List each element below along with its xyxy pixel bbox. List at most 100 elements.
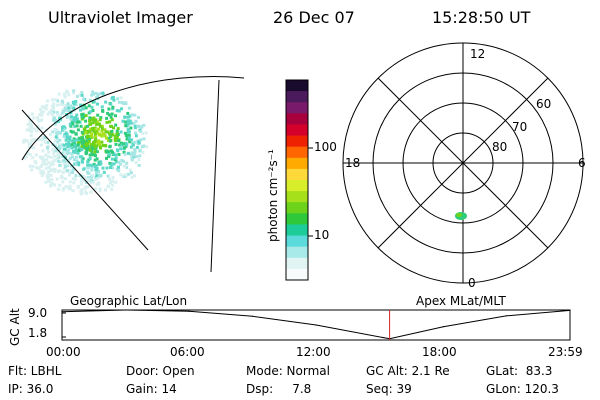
aurora-pixel	[142, 123, 146, 127]
aurora-pixel	[123, 173, 127, 177]
aurora-pixel	[86, 135, 90, 139]
aurora-pixel	[65, 103, 69, 107]
aurora-pixel	[98, 142, 102, 146]
aurora-pixel	[62, 127, 66, 131]
aurora-pixel	[105, 156, 108, 160]
aurora-pixel	[100, 105, 104, 109]
date-label: 26 Dec 07	[273, 8, 355, 27]
aurora-pixel	[86, 145, 90, 149]
aurora-pixel	[49, 168, 53, 172]
altitude-point	[188, 310, 190, 312]
aurora-pixel	[137, 158, 141, 162]
aurora-pixel	[81, 136, 85, 140]
aurora-pixel	[87, 140, 91, 143]
aurora-pixel	[80, 117, 84, 121]
aurora-pixel	[88, 153, 92, 157]
aurora-pixel	[72, 106, 76, 110]
aurora-pixel	[139, 129, 143, 133]
aurora-pixel	[117, 100, 121, 104]
aurora-pixel	[30, 112, 34, 116]
aurora-pixel	[61, 143, 65, 147]
aurora-pixel	[64, 164, 68, 168]
aurora-pixel	[67, 106, 71, 110]
aurora-pixel	[70, 164, 74, 168]
aurora-pixel	[70, 118, 74, 122]
aurora-pixel	[88, 116, 92, 120]
aurora-pixel	[67, 142, 71, 146]
aurora-pixel	[60, 111, 64, 115]
aurora-pixel	[117, 153, 121, 156]
aurora-pixel	[134, 155, 138, 158]
aurora-pixel	[90, 132, 94, 136]
aurora-pixel	[74, 162, 78, 166]
aurora-pixel	[104, 100, 108, 104]
aurora-pixel	[71, 122, 75, 126]
aurora-pixel	[42, 160, 45, 164]
aurora-pixel	[67, 140, 71, 144]
aurora-pixel	[80, 148, 84, 151]
aurora-pixel	[94, 164, 98, 168]
xtick-0000: 00:00	[46, 345, 81, 359]
ytick-bottom: 1.8	[28, 326, 48, 340]
filter-value: Flt: LBHL	[8, 364, 62, 378]
aurora-pixel	[39, 143, 43, 147]
aurora-pixel	[44, 107, 48, 111]
aurora-pixel	[28, 142, 32, 146]
aurora-pixel	[63, 106, 67, 110]
earth-limb-arc	[21, 76, 245, 161]
aurora-pixel	[40, 135, 44, 139]
aurora-pixel	[49, 184, 53, 188]
aurora-pixel	[75, 113, 79, 117]
aurora-pixel	[130, 156, 134, 160]
aurora-pixel	[111, 105, 115, 109]
aurora-pixel	[38, 113, 42, 117]
ip-value: IP: 36.0	[8, 382, 54, 396]
aurora-pixel	[88, 98, 92, 102]
aurora-pixel	[62, 147, 66, 151]
aurora-pixel	[45, 158, 49, 161]
aurora-pixel	[101, 166, 105, 170]
aurora-pixel	[68, 144, 72, 148]
aurora-pixel	[135, 146, 139, 149]
aurora-pixel	[30, 138, 34, 142]
aurora-pixel	[117, 169, 121, 173]
aurora-pixel	[53, 121, 57, 125]
geo-longitude-line	[210, 79, 220, 273]
aurora-pixel	[68, 138, 72, 142]
aurora-pixel	[93, 133, 97, 137]
aurora-pixel	[52, 118, 55, 122]
aurora-pixel	[91, 128, 95, 132]
aurora-pixel	[41, 138, 45, 141]
colorbar-unit-label: photon cm⁻²s⁻¹	[266, 149, 280, 242]
aurora-pixel	[133, 140, 137, 144]
aurora-pixel	[59, 160, 63, 164]
aurora-pixel	[96, 127, 100, 131]
aurora-pixel	[107, 136, 111, 140]
aurora-pixel	[98, 122, 101, 126]
aurora-pixel	[47, 165, 51, 169]
colorbar-swatch	[286, 246, 308, 259]
aurora-pixel	[63, 161, 67, 164]
aurora-pixel	[62, 186, 66, 190]
aurora-pixel	[25, 128, 29, 132]
colorbar-swatch	[286, 168, 308, 181]
aurora-pixel	[95, 183, 99, 187]
aurora-pixel	[112, 162, 116, 166]
aurora-pixel	[22, 156, 26, 160]
aurora-pixel	[70, 155, 74, 159]
aurora-pixel	[87, 137, 91, 141]
glon-value: GLon: 120.3	[486, 382, 559, 396]
mlat-label-70: 70	[512, 120, 528, 134]
aurora-pixel	[119, 96, 123, 100]
aurora-pixel	[99, 116, 103, 120]
aurora-pixel	[121, 175, 125, 179]
aurora-pixel	[119, 147, 123, 151]
polar-plot	[342, 42, 584, 284]
xtick-0600: 06:00	[170, 345, 205, 359]
aurora-pixel	[71, 170, 75, 174]
aurora-pixel	[27, 114, 31, 118]
aurora-pixel	[103, 134, 107, 138]
aurora-pixel	[42, 157, 46, 161]
aurora-pixel	[91, 109, 95, 112]
colorbar-swatch	[286, 124, 308, 137]
